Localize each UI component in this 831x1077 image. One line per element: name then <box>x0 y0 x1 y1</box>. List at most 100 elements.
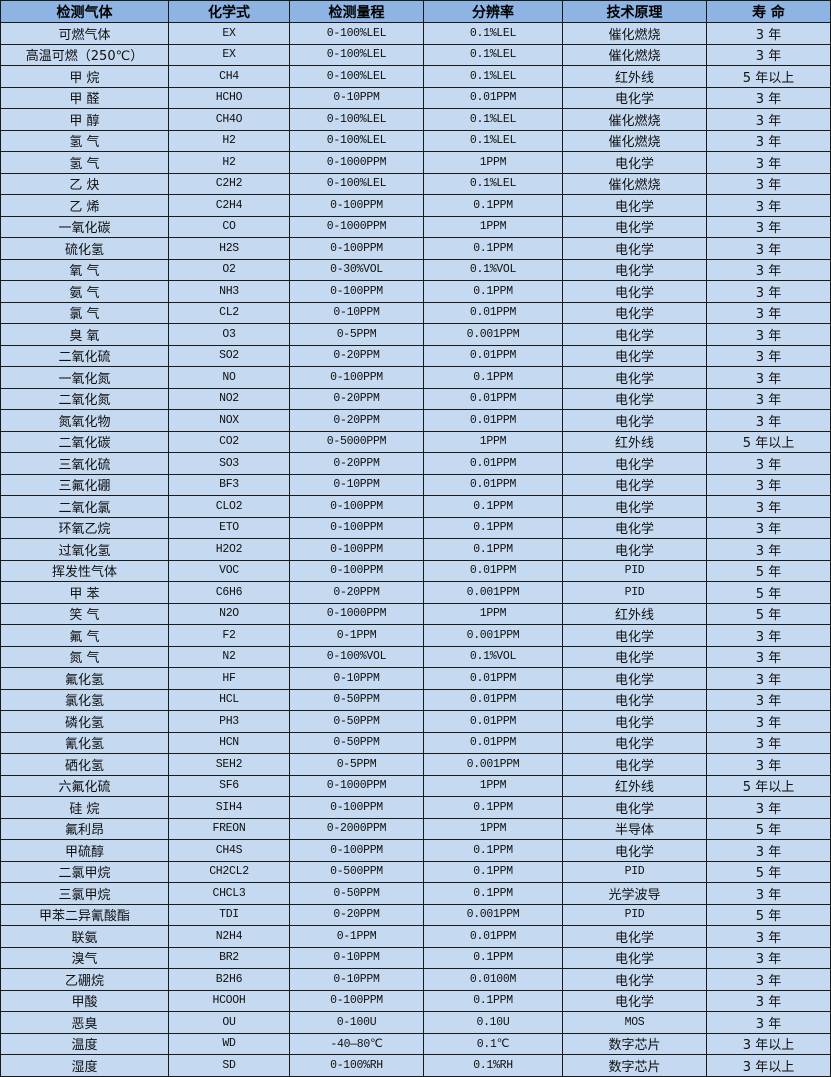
cell-resolution: 0.001PPM <box>423 581 563 604</box>
cell-formula: O2 <box>168 258 290 281</box>
cell-gas: 二氯甲烷 <box>0 860 169 883</box>
cell-range: 0-100PPM <box>289 194 424 217</box>
cell-lifespan: 3 年 <box>706 452 831 475</box>
cell-lifespan: 3 年 <box>706 129 831 152</box>
cell-lifespan: 3 年 <box>706 22 831 45</box>
cell-range: 0-100PPM <box>289 280 424 303</box>
cell-formula: TDI <box>168 903 290 926</box>
cell-range: 0-20PPM <box>289 452 424 475</box>
cell-range: 0-100%LEL <box>289 129 424 152</box>
cell-lifespan: 5 年以上 <box>706 774 831 797</box>
cell-gas: 甲 苯 <box>0 581 169 604</box>
cell-resolution: 0.01PPM <box>423 667 563 690</box>
table-row: 温度 WD -40—80℃ 0.1℃ 数字芯片 3 年以上 <box>0 1032 831 1055</box>
cell-principle: 电化学 <box>562 473 707 496</box>
cell-resolution: 0.1PPM <box>423 280 563 303</box>
cell-range: 0-100%VOL <box>289 645 424 668</box>
table-row: 氯化氢 HCL 0-50PPM 0.01PPM 电化学 3 年 <box>0 688 831 711</box>
cell-lifespan: 3 年 <box>706 473 831 496</box>
cell-resolution: 0.1PPM <box>423 946 563 969</box>
cell-formula: NO2 <box>168 387 290 410</box>
cell-lifespan: 3 年 <box>706 215 831 238</box>
cell-resolution: 0.1PPM <box>423 860 563 883</box>
cell-gas: 甲酸 <box>0 989 169 1012</box>
table-row: 硅 烷 SIH4 0-100PPM 0.1PPM 电化学 3 年 <box>0 796 831 819</box>
cell-formula: BF3 <box>168 473 290 496</box>
table-row: 联氨 N2H4 0-1PPM 0.01PPM 电化学 3 年 <box>0 925 831 948</box>
cell-resolution: 0.01PPM <box>423 925 563 948</box>
cell-gas: 氟化氢 <box>0 667 169 690</box>
cell-range: 0-100PPM <box>289 237 424 260</box>
cell-formula: C6H6 <box>168 581 290 604</box>
cell-principle: 电化学 <box>562 946 707 969</box>
cell-formula: SO2 <box>168 344 290 367</box>
cell-principle: 红外线 <box>562 430 707 453</box>
header-lifespan: 寿 命 <box>706 0 831 23</box>
cell-gas: 甲苯二异氰酸酯 <box>0 903 169 926</box>
cell-principle: 电化学 <box>562 215 707 238</box>
table-row: 笑 气 N2O 0-1000PPM 1PPM 红外线 5 年 <box>0 602 831 625</box>
table-row: 一氧化氮 NO 0-100PPM 0.1PPM 电化学 3 年 <box>0 366 831 389</box>
cell-resolution: 0.1%LEL <box>423 108 563 131</box>
cell-lifespan: 3 年 <box>706 989 831 1012</box>
cell-range: 0-100PPM <box>289 495 424 518</box>
cell-principle: PID <box>562 581 707 604</box>
cell-range: 0-100%LEL <box>289 108 424 131</box>
cell-range: 0-100U <box>289 1011 424 1034</box>
cell-range: 0-20PPM <box>289 409 424 432</box>
cell-resolution: 1PPM <box>423 151 563 174</box>
cell-gas: 六氟化硫 <box>0 774 169 797</box>
cell-gas: 氰化氢 <box>0 731 169 754</box>
cell-range: 0-1000PPM <box>289 215 424 238</box>
cell-range: 0-20PPM <box>289 903 424 926</box>
cell-gas: 过氧化氢 <box>0 538 169 561</box>
cell-range: 0-10PPM <box>289 301 424 324</box>
cell-principle: 电化学 <box>562 796 707 819</box>
table-row: 乙 烯 C2H4 0-100PPM 0.1PPM 电化学 3 年 <box>0 194 831 217</box>
cell-lifespan: 3 年以上 <box>706 1054 831 1077</box>
header-principle: 技术原理 <box>562 0 707 23</box>
cell-formula: HF <box>168 667 290 690</box>
cell-formula: H2S <box>168 237 290 260</box>
cell-principle: 电化学 <box>562 516 707 539</box>
cell-range: 0-10PPM <box>289 968 424 991</box>
cell-lifespan: 3 年 <box>706 1011 831 1034</box>
cell-formula: EX <box>168 22 290 45</box>
cell-range: 0-10PPM <box>289 473 424 496</box>
cell-resolution: 1PPM <box>423 430 563 453</box>
cell-formula: CH4S <box>168 839 290 862</box>
table-row: 硫化氢 H2S 0-100PPM 0.1PPM 电化学 3 年 <box>0 237 831 260</box>
cell-range: 0-100PPM <box>289 366 424 389</box>
cell-range: 0-1000PPM <box>289 774 424 797</box>
cell-principle: 电化学 <box>562 237 707 260</box>
cell-gas: 三氟化硼 <box>0 473 169 496</box>
cell-principle: 电化学 <box>562 968 707 991</box>
cell-principle: 催化燃烧 <box>562 129 707 152</box>
table-row: 臭 氧 O3 0-5PPM 0.001PPM 电化学 3 年 <box>0 323 831 346</box>
table-row: 高温可燃（250℃） EX 0-100%LEL 0.1%LEL 催化燃烧 3 年 <box>0 43 831 66</box>
cell-lifespan: 3 年 <box>706 925 831 948</box>
cell-resolution: 0.01PPM <box>423 86 563 109</box>
cell-formula: N2H4 <box>168 925 290 948</box>
table-row: 磷化氢 PH3 0-50PPM 0.01PPM 电化学 3 年 <box>0 710 831 733</box>
cell-gas: 乙 烯 <box>0 194 169 217</box>
header-resolution: 分辨率 <box>423 0 563 23</box>
cell-formula: ETO <box>168 516 290 539</box>
cell-lifespan: 3 年 <box>706 495 831 518</box>
cell-resolution: 0.001PPM <box>423 903 563 926</box>
cell-gas: 甲 醛 <box>0 86 169 109</box>
cell-principle: 催化燃烧 <box>562 22 707 45</box>
cell-gas: 乙 炔 <box>0 172 169 195</box>
cell-lifespan: 3 年 <box>706 258 831 281</box>
cell-range: 0-100PPM <box>289 989 424 1012</box>
cell-principle: 电化学 <box>562 151 707 174</box>
cell-range: 0-100PPM <box>289 559 424 582</box>
cell-lifespan: 3 年 <box>706 409 831 432</box>
table-row: 六氟化硫 SF6 0-1000PPM 1PPM 红外线 5 年以上 <box>0 774 831 797</box>
cell-resolution: 0.01PPM <box>423 731 563 754</box>
cell-resolution: 0.1%LEL <box>423 129 563 152</box>
table-row: 氟化氢 HF 0-10PPM 0.01PPM 电化学 3 年 <box>0 667 831 690</box>
cell-lifespan: 5 年 <box>706 860 831 883</box>
cell-principle: 电化学 <box>562 688 707 711</box>
